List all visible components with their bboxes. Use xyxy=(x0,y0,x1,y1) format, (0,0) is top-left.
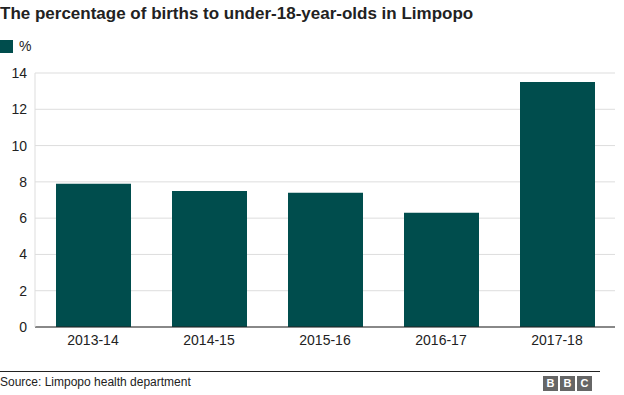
svg-text:4: 4 xyxy=(19,246,27,262)
html-text:Source: Limpopo health departm: Source: Limpopo health department xyxy=(0,375,191,389)
svg-text:2: 2 xyxy=(19,283,27,299)
svg-text:6: 6 xyxy=(19,210,27,226)
svg-text:2017-18: 2017-18 xyxy=(531,332,583,348)
svg-text:2013-14: 2013-14 xyxy=(67,332,119,348)
html-text:C: C xyxy=(580,377,589,389)
html-text:B: B xyxy=(546,377,555,389)
svg-text:0: 0 xyxy=(19,319,27,335)
svg-text:8: 8 xyxy=(19,174,27,190)
html-text:The percentage of births to un: The percentage of births to under-18-yea… xyxy=(0,4,474,23)
svg-text:2014-15: 2014-15 xyxy=(183,332,235,348)
svg-text:14: 14 xyxy=(11,65,27,81)
svg-text:2016-17: 2016-17 xyxy=(415,332,467,348)
html-text:B: B xyxy=(563,377,572,389)
svg-text:12: 12 xyxy=(11,101,27,117)
svg-text:10: 10 xyxy=(11,138,27,154)
svg-text:2015-16: 2015-16 xyxy=(299,332,351,348)
